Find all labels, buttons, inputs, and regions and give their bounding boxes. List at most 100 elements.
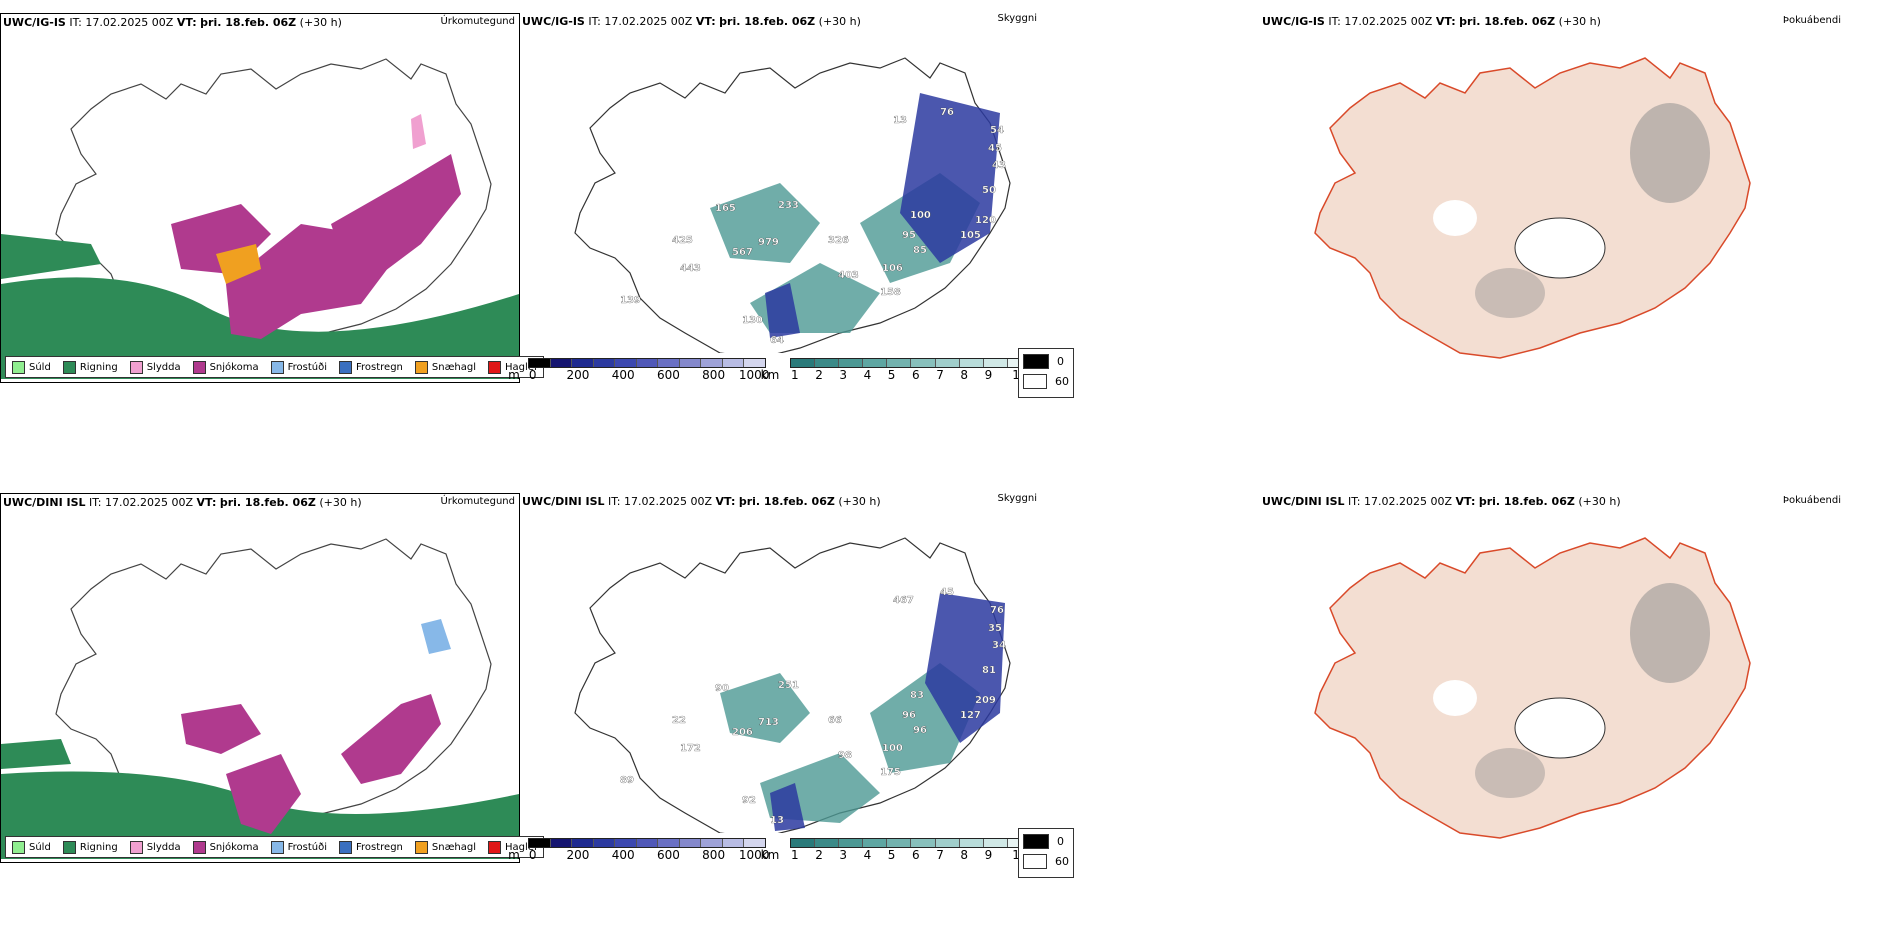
ceiling-value-label: 233 xyxy=(778,200,799,211)
colorbar-swatch xyxy=(679,839,702,847)
colorbar-swatch xyxy=(615,359,637,367)
colorbar-swatch xyxy=(636,359,659,367)
fog-legend-box: 0 60 xyxy=(1018,828,1074,878)
ceiling-value-label: 66 xyxy=(828,715,842,726)
ceiling-value-label: 34 xyxy=(992,640,1006,651)
ceiling-value-label: 90 xyxy=(715,683,729,694)
colorbar-swatch xyxy=(983,839,1008,847)
colorbar-swatch xyxy=(529,839,551,847)
colorbar-swatch xyxy=(815,359,840,367)
legend-item: Rigning xyxy=(62,840,118,854)
colorbar-swatch xyxy=(550,359,573,367)
ceiling-value-label: 76 xyxy=(940,107,954,118)
precip-panel-bottom: UWC/DINI ISL IT: 17.02.2025 00Z VT: þri.… xyxy=(0,493,544,863)
legend-item: Snæhagl xyxy=(414,840,476,854)
ceiling-value-label: 326 xyxy=(828,235,849,246)
ceiling-value-label: 130 xyxy=(742,315,763,326)
fog-panel-bottom: UWC/DINI ISL IT: 17.02.2025 00Z VT: þri.… xyxy=(1260,493,1845,861)
legend-item: Súld xyxy=(12,360,51,374)
legend-item: Snæhagl xyxy=(414,360,476,374)
visibility-map: 90 251 22 206 713 172 89 66 98 92 13 83 96 96 100 175 12… xyxy=(574,537,1011,833)
colorbar-swatch xyxy=(593,359,616,367)
legend-swatch xyxy=(129,360,143,374)
ceiling-value-label: 54 xyxy=(990,125,1004,136)
legend-item: Haglél xyxy=(488,360,537,374)
ceiling-value-label: 64 xyxy=(770,335,784,346)
colorbar-swatch xyxy=(911,839,936,847)
colorbar-swatch xyxy=(572,359,594,367)
visibility-panel-top: UWC/IG-IS IT: 17.02.2025 00Z VT: þri. 18… xyxy=(508,13,1074,398)
ceiling-value-label: 96 xyxy=(902,710,916,721)
precip-legend: Súld Rigning Slydda Snjókoma Frostúði Fr… xyxy=(5,356,544,378)
legend-item: Frostúði xyxy=(270,840,327,854)
legend-swatch xyxy=(129,840,143,854)
colorbar-ticks: m 0 200 400 600 800 1000 xyxy=(508,368,770,382)
ceiling-value-label: 98 xyxy=(838,750,852,761)
legend-swatch xyxy=(12,360,25,374)
ceiling-value-label: 95 xyxy=(902,230,916,241)
ceiling-value-label: 76 xyxy=(990,605,1004,616)
ceiling-value-label: 92 xyxy=(742,795,756,806)
legend-swatch xyxy=(192,360,206,374)
panel-type: Úrkomutegund xyxy=(440,16,515,27)
panel-title: UWC/DINI ISL IT: 17.02.2025 00Z VT: þri.… xyxy=(3,496,362,509)
colorbar-ticks: km 1 2 3 4 5 6 7 8 9 10 xyxy=(760,848,1028,862)
colorbar-swatch xyxy=(791,839,816,847)
ceiling-value-label: 713 xyxy=(758,717,779,728)
legend-swatch xyxy=(12,840,25,854)
colorbar-swatch xyxy=(744,359,766,367)
legend-swatch xyxy=(414,840,428,854)
ceiling-value-label: 443 xyxy=(680,263,701,274)
legend-swatch xyxy=(339,360,352,374)
ceiling-value-label: 127 xyxy=(960,710,981,721)
legend-item: Súld xyxy=(12,840,51,854)
ceiling-value-label: 89 xyxy=(620,775,634,786)
colorbar-swatch xyxy=(791,359,816,367)
colorbar-swatch xyxy=(839,839,864,847)
ceiling-value-label: 158 xyxy=(880,287,901,298)
colorbar-ticks: m 0 200 400 600 800 1000 xyxy=(508,848,770,862)
fog-map xyxy=(1314,537,1751,839)
colorbar-swatch xyxy=(615,839,637,847)
legend-item: Frostregn xyxy=(339,840,403,854)
ceiling-value-label: 43 xyxy=(992,160,1006,171)
legend-swatch xyxy=(488,840,502,854)
colorbar-swatch xyxy=(701,839,723,847)
legend-item: Snjókoma xyxy=(192,840,259,854)
legend-swatch xyxy=(339,840,352,854)
legend-item: Slydda xyxy=(129,840,181,854)
colorbar-swatch xyxy=(658,359,680,367)
legend-swatch xyxy=(62,360,76,374)
legend-swatch xyxy=(192,840,206,854)
ceiling-value-label: 13 xyxy=(893,115,907,126)
legend-swatch xyxy=(270,360,284,374)
colorbar-swatch xyxy=(887,359,912,367)
precip-map xyxy=(1,58,519,379)
fog-map xyxy=(1314,57,1751,359)
ceiling-value-label: 83 xyxy=(910,690,924,701)
colorbar-swatch xyxy=(529,359,551,367)
ceiling-colorbar: m 0 200 400 600 800 1000 xyxy=(508,838,770,862)
legend-swatch xyxy=(1023,354,1049,369)
ceiling-value-label: 100 xyxy=(882,743,903,754)
ceiling-value-label: 106 xyxy=(882,263,903,274)
ceiling-value-label: 96 xyxy=(913,725,927,736)
colorbar-swatch xyxy=(863,839,888,847)
panel-type: Skyggni xyxy=(997,13,1037,24)
colorbar-swatch xyxy=(887,839,912,847)
legend-item: Slydda xyxy=(129,360,181,374)
colorbar-swatch xyxy=(959,839,984,847)
colorbar-unit: m xyxy=(508,848,520,862)
visibility-map: 165 233 425 567 979 443 139 326 403 130 64 100 95 85 1… xyxy=(574,57,1011,353)
colorbar-swatch xyxy=(959,359,984,367)
colorbar-swatch xyxy=(839,359,864,367)
ceiling-value-label: 251 xyxy=(778,680,799,691)
colorbar-swatch xyxy=(983,359,1008,367)
colorbar-swatch xyxy=(911,359,936,367)
legend-swatch xyxy=(62,840,76,854)
ceiling-value-label: 165 xyxy=(715,203,736,214)
visibility-colorbar: km 1 2 3 4 5 6 7 8 9 10 xyxy=(761,358,1032,382)
ceiling-value-label: 22 xyxy=(672,715,686,726)
ceiling-value-label: 209 xyxy=(975,695,996,706)
ceiling-value-label: 85 xyxy=(913,245,927,256)
